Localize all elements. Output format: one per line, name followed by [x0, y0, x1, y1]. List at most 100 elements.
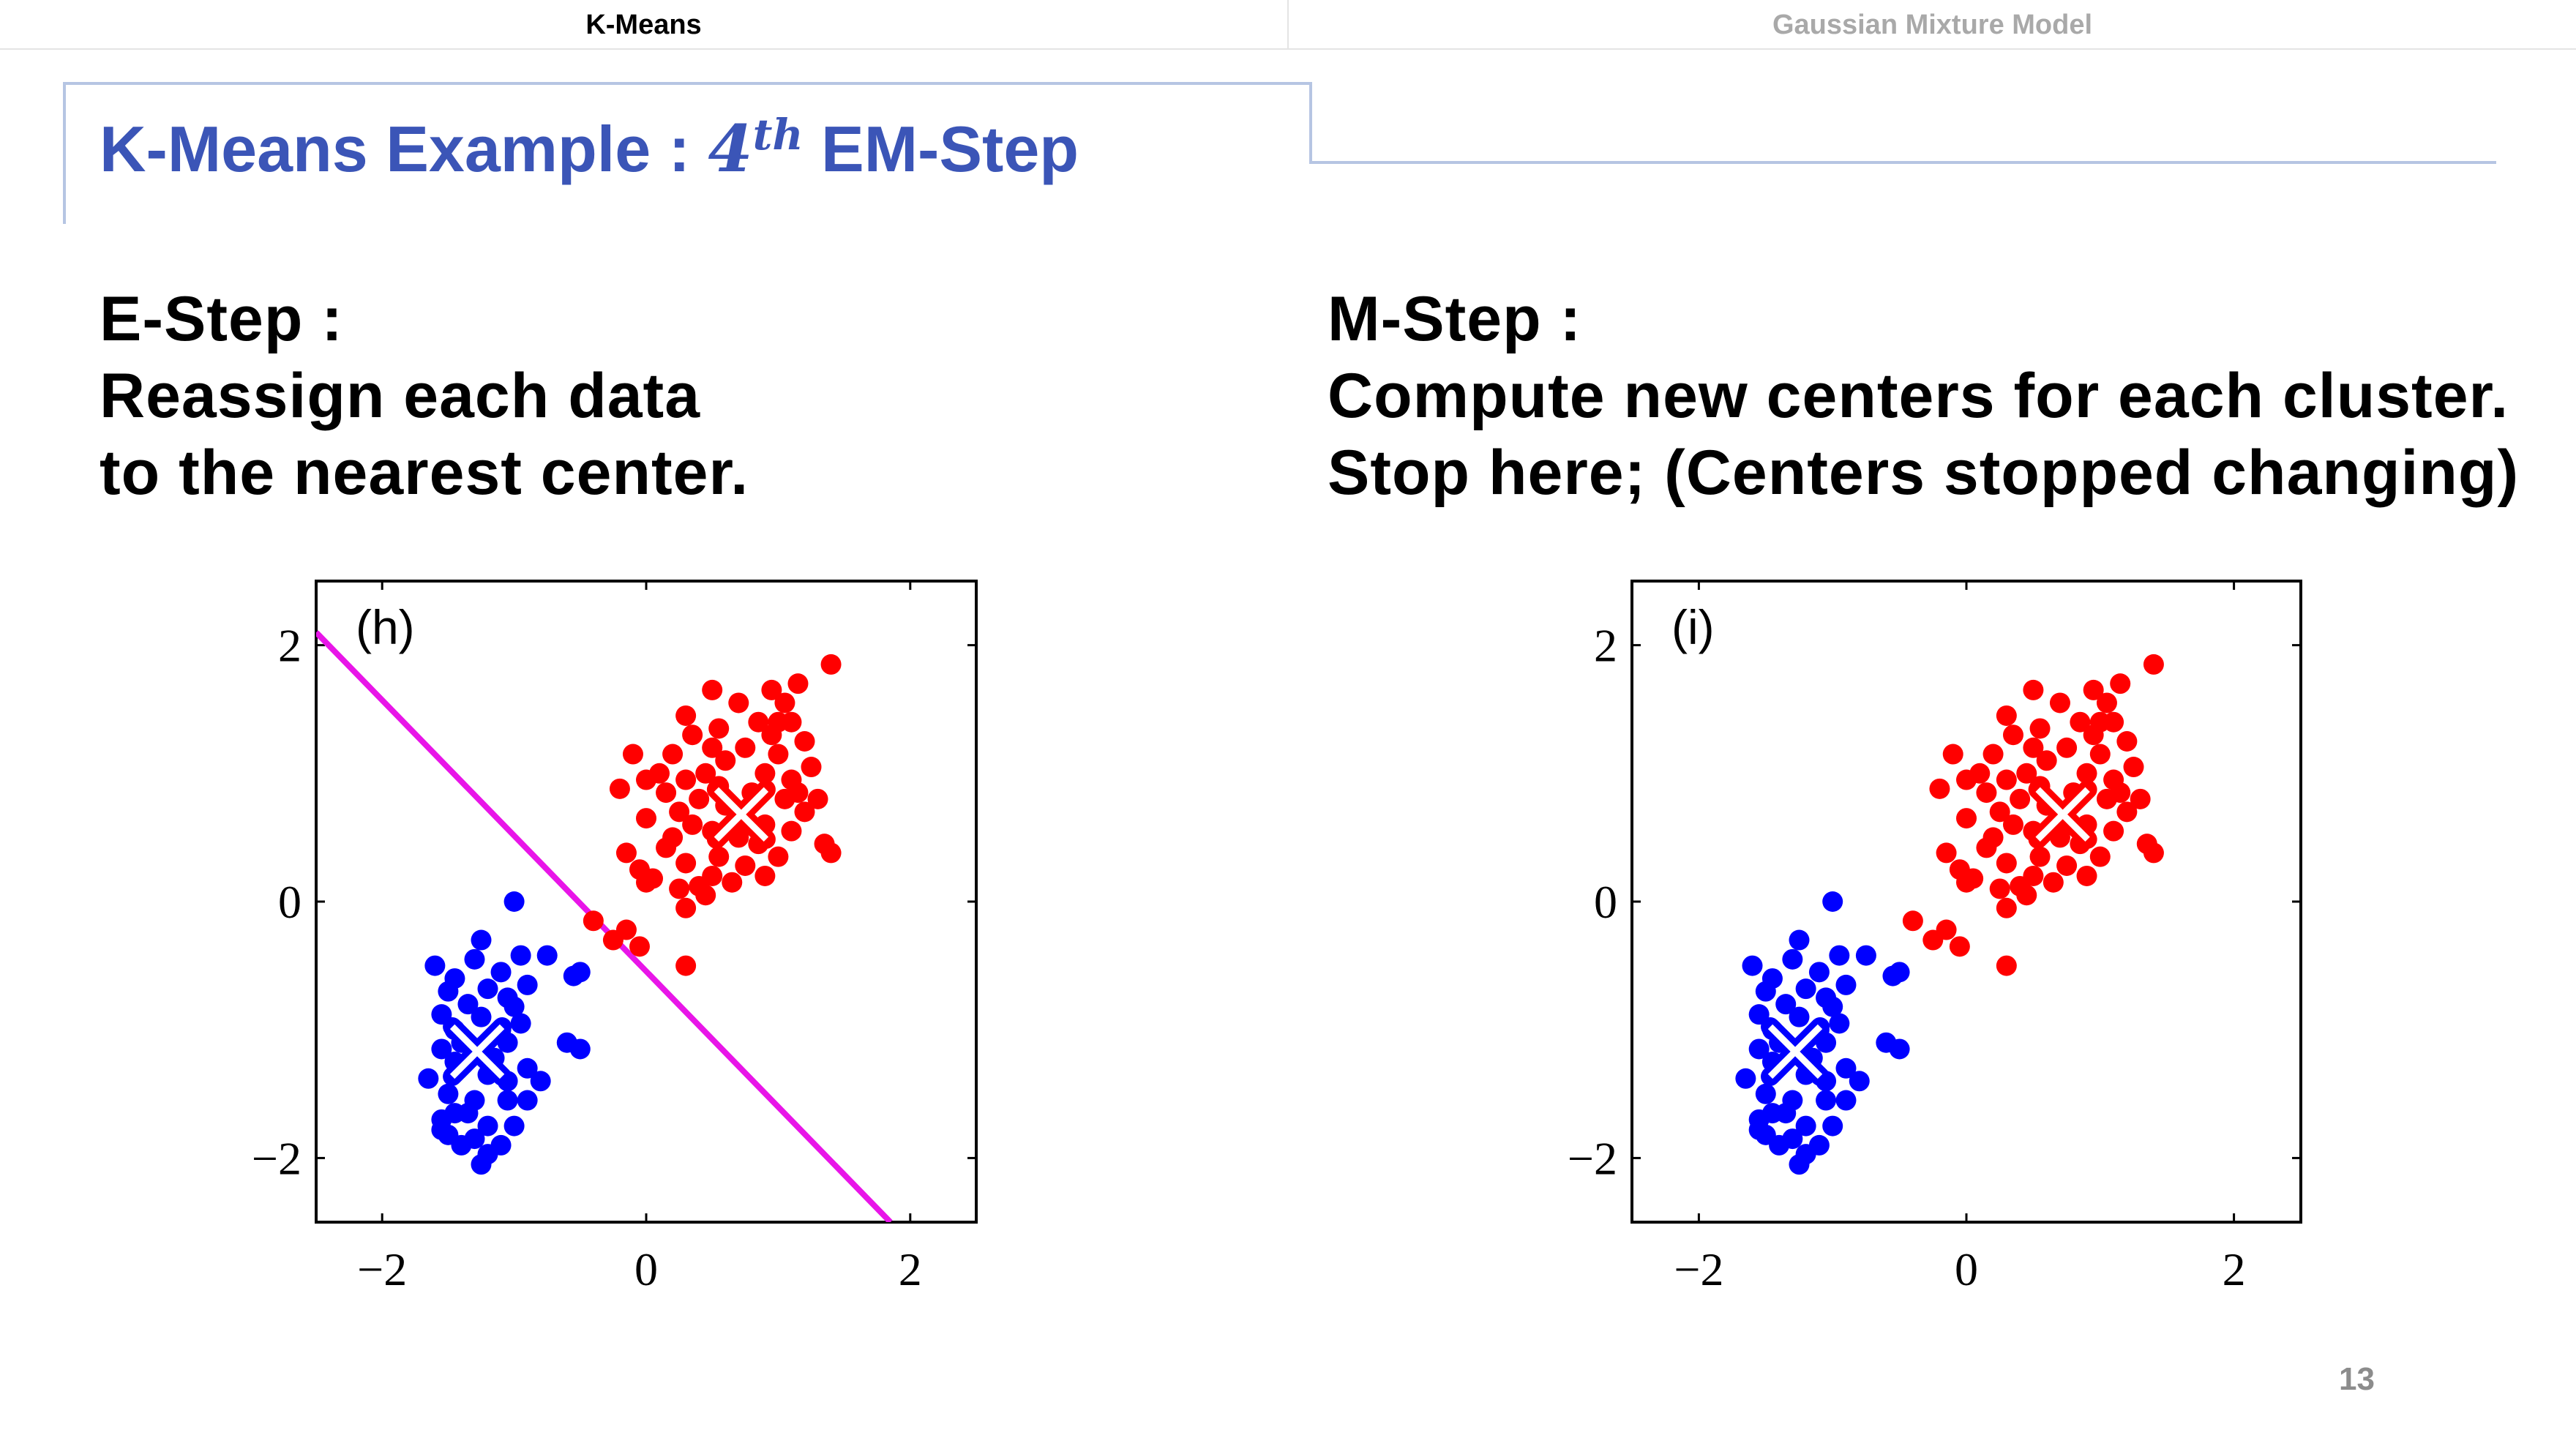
blue-data-point [497, 1090, 518, 1111]
red-data-point [675, 705, 697, 726]
red-data-point [2029, 846, 2051, 867]
m-step-text: M-Step : Compute new centers for each cl… [1328, 281, 2519, 512]
red-data-point [1996, 897, 2017, 918]
red-data-point [636, 808, 656, 829]
blue-data-point [1816, 1090, 1837, 1111]
blue-data-point [1835, 1090, 1857, 1111]
blue-data-point [1761, 1103, 1783, 1124]
red-data-point [1922, 929, 1944, 951]
blue-data-point [536, 945, 558, 966]
red-data-point [1989, 878, 2010, 899]
blue-data-point [1742, 955, 1763, 976]
red-data-point [2002, 814, 2023, 835]
red-data-point [615, 842, 637, 864]
panel-label: (i) [1671, 600, 1715, 654]
blue-data-point [517, 1090, 538, 1111]
m-step-line-2: Stop here; (Centers stopped changing) [1328, 438, 2520, 508]
x-tick-label: 2 [2223, 1243, 2246, 1295]
e-step-line-1: Reassign each data [100, 361, 701, 431]
red-data-point [2116, 801, 2138, 823]
panel-label: (h) [356, 600, 415, 654]
blue-data-point [424, 955, 446, 976]
scatter-plot-h: −2 0 2 −2 0 2 (h) [252, 580, 978, 1295]
blue-data-point [490, 962, 512, 983]
red-data-point [1976, 837, 1997, 858]
blue-data-point [1735, 1068, 1756, 1089]
red-data-point [675, 769, 697, 790]
red-data-point [689, 788, 710, 809]
blue-data-point [1829, 945, 1850, 966]
blue-data-point [457, 994, 479, 1015]
red-data-point [675, 897, 697, 918]
red-data-point [1949, 936, 1970, 957]
red-data-point [629, 936, 650, 957]
blue-data-point [569, 1038, 591, 1060]
red-data-point [787, 673, 809, 694]
red-data-point [1976, 782, 1997, 804]
plot-layer [316, 630, 893, 1222]
blue-data-point [1889, 1038, 1910, 1060]
blue-data-point [471, 1154, 492, 1175]
red-data-point [801, 757, 822, 778]
blue-data-point [1795, 1115, 1816, 1137]
red-data-point [649, 763, 670, 784]
red-data-point [2056, 737, 2078, 758]
blue-data-point [1789, 1154, 1810, 1175]
blue-data-point [1755, 1083, 1776, 1104]
blue-data-point [477, 978, 498, 1000]
slide-title-math-sup: th [752, 110, 804, 160]
x-tick-label: −2 [1674, 1243, 1723, 1295]
red-data-point [1936, 842, 1957, 864]
tab-gaussian-mixture-model[interactable]: Gaussian Mixture Model [1772, 10, 2093, 40]
red-data-point [2056, 855, 2078, 876]
blue-data-point [1835, 1057, 1857, 1079]
tab-bar: K-Means Gaussian Mixture Model [0, 0, 2576, 50]
red-data-point [2076, 763, 2097, 784]
red-data-point [669, 878, 690, 899]
red-data-point [708, 846, 730, 867]
blue-data-point [530, 1071, 551, 1092]
blue-data-point [1855, 945, 1876, 966]
blue-data-point [1775, 994, 1797, 1015]
blue-center-marker [443, 1016, 512, 1086]
title-frame-left [63, 82, 66, 224]
blue-data-point [431, 1119, 452, 1140]
blue-data-point [569, 962, 591, 983]
blue-data-point [1889, 962, 1910, 983]
red-data-point [2010, 875, 2031, 896]
red-data-point [1996, 853, 2017, 874]
red-data-point [735, 855, 756, 876]
red-data-point [2002, 724, 2023, 746]
red-data-point [1942, 744, 1963, 765]
red-data-point [768, 846, 789, 867]
blue-data-point [418, 1068, 439, 1089]
x-tick-label: 0 [634, 1243, 658, 1295]
blue-data-point [510, 1013, 531, 1034]
blue-data-point [1835, 974, 1857, 995]
tab-k-means[interactable]: K-Means [585, 10, 702, 40]
red-data-point [735, 737, 756, 758]
red-data-point [2076, 865, 2097, 886]
red-data-point [2089, 846, 2111, 867]
tab-separator [1287, 0, 1289, 48]
red-data-point [2043, 872, 2064, 893]
blue-data-point [431, 1038, 452, 1060]
red-data-point [794, 731, 815, 752]
red-data-point [1902, 910, 1923, 932]
blue-center-marker [1761, 1016, 1830, 1086]
blue-data-point [503, 891, 525, 912]
red-data-point [781, 820, 802, 842]
red-data-point [2036, 750, 2057, 771]
slide-title-suffix: EM-Step [803, 113, 1079, 185]
blue-data-point [1849, 1071, 1870, 1092]
blue-data-point [517, 974, 538, 995]
y-tick-label: 0 [278, 876, 302, 928]
blue-data-point [1822, 996, 1843, 1017]
red-data-point [2029, 718, 2051, 739]
red-data-point [1956, 808, 1977, 829]
blue-data-point [1795, 978, 1816, 1000]
blue-data-point [517, 1057, 538, 1079]
blue-data-point [464, 948, 485, 970]
red-data-point [2083, 679, 2104, 700]
slide-title-math: 4th [708, 110, 804, 187]
